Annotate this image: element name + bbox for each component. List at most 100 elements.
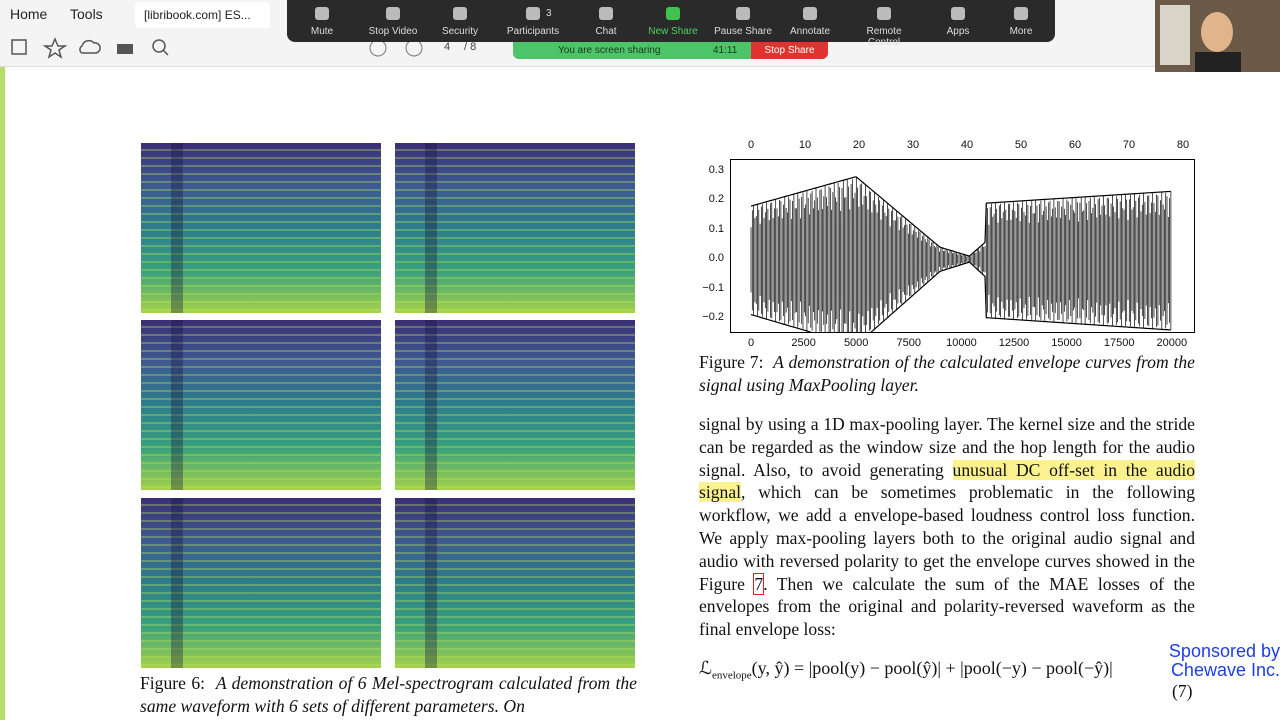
watermark: Sponsored by Chewave Inc. xyxy=(1158,642,1280,680)
toolbar-icons xyxy=(11,37,169,59)
bottom-tick-label: 15000 xyxy=(1051,337,1082,349)
button-icon xyxy=(877,7,891,20)
zoom-button[interactable]: Security xyxy=(427,0,493,42)
participants-count: 3 xyxy=(546,8,552,19)
eq-subscript: envelope xyxy=(711,669,752,682)
bottom-tick-label: 2500 xyxy=(791,337,816,349)
spectrogram xyxy=(395,498,635,668)
text: . Then we calculate the sum of the MAE l… xyxy=(699,573,1195,640)
left-tick-label: 0.0 xyxy=(708,252,724,265)
zoom-button[interactable]: Apps xyxy=(925,0,991,42)
bottom-tick-label: 10000 xyxy=(946,337,977,349)
caption-text: A demonstration of the calculated envelo… xyxy=(699,352,1195,395)
spectrogram xyxy=(141,498,381,668)
button-label: Remote Control xyxy=(866,26,902,48)
left-tick-label: −0.2 xyxy=(702,311,724,323)
tab[interactable]: Tools xyxy=(70,6,103,22)
zoom-button[interactable]: Pause Share xyxy=(710,0,776,42)
tab[interactable]: [libribook.com] ES... xyxy=(144,8,251,22)
body-paragraph: signal by using a 1D max-pooling layer. … xyxy=(699,413,1196,641)
button-label: Participants xyxy=(506,26,560,37)
button-icon xyxy=(386,7,400,20)
spectrogram xyxy=(141,320,381,490)
spectrogram xyxy=(141,143,381,313)
button-icon xyxy=(315,7,329,20)
zoom-button[interactable]: More xyxy=(988,0,1054,42)
waveform-trace xyxy=(750,177,1172,333)
button-icon xyxy=(951,7,965,20)
bottom-tick-label: 12500 xyxy=(998,337,1030,349)
equation: ℒenvelope(y, ŷ) = |pool(y) − pool(ŷ)| + … xyxy=(699,657,1195,687)
top-tick-label: 10 xyxy=(798,139,812,151)
button-label: Mute xyxy=(310,26,334,37)
webcam-video xyxy=(1155,0,1280,72)
caption-label: Figure 7: xyxy=(699,352,764,372)
button-icon xyxy=(599,7,613,20)
bottom-tick-label: 0 xyxy=(747,337,755,349)
button-label: Chat xyxy=(595,26,617,37)
top-tick-label: 20 xyxy=(852,139,866,151)
share-timer: 41:11 xyxy=(713,45,738,56)
bottom-tick-label: 20000 xyxy=(1156,337,1188,349)
button-label: Stop Video xyxy=(368,26,418,37)
watermark-line: Sponsored by xyxy=(1168,641,1280,661)
text: signal by using a 1D max-pooling layer. … xyxy=(699,414,1195,480)
zoom-button[interactable]: Chat xyxy=(573,0,639,42)
page-current[interactable]: 4 xyxy=(444,41,451,53)
zoom-button[interactable]: Annotate xyxy=(777,0,843,42)
top-tick-label: 50 xyxy=(1014,139,1028,151)
zoom-toolbar: Mute Stop Video Security Participants Chat Ne… xyxy=(287,0,1055,48)
sharing-bar: You are screen sharing 41:11 xyxy=(513,42,751,59)
left-tick-label: 0.1 xyxy=(708,222,724,235)
button-label: New Share xyxy=(648,26,698,37)
zoom-button[interactable]: New Share xyxy=(640,0,706,42)
figure6-caption: Figure 6: A demonstration of 6 Mel-spect… xyxy=(140,672,637,718)
left-tick-label: 0.3 xyxy=(708,164,724,176)
top-tick-label: 0 xyxy=(747,139,755,151)
button-icon xyxy=(526,7,540,20)
left-tick-label: −0.1 xyxy=(702,281,724,294)
button-label: Annotate xyxy=(789,26,831,37)
waveform-trace xyxy=(750,261,1171,333)
bottom-tick-label: 7500 xyxy=(896,337,922,349)
caption-text: A demonstration of 6 Mel-spectrogram cal… xyxy=(140,673,637,716)
bottom-tick-label: 17500 xyxy=(1103,337,1135,349)
stop-share-button[interactable]: Stop Share xyxy=(751,42,828,59)
button-icon xyxy=(1014,7,1028,20)
zoom-button[interactable]: Stop Video xyxy=(360,0,426,42)
spectrogram xyxy=(395,143,635,313)
button-icon xyxy=(803,7,817,20)
zoom-button[interactable]: Mute xyxy=(289,0,355,42)
zoom-button[interactable]: Remote Control xyxy=(851,0,917,48)
button-label: Pause Share xyxy=(714,26,772,37)
sharing-status: You are screen sharing xyxy=(558,45,661,56)
waveform-trace xyxy=(750,176,1171,257)
spectrogram xyxy=(395,320,635,490)
tab[interactable]: Home xyxy=(10,6,48,22)
figure7-caption: Figure 7: A demonstration of the calcula… xyxy=(699,351,1195,397)
equation-number: (7) xyxy=(1172,681,1193,701)
eq-body: (y, ŷ) = |pool(y) − pool(ŷ)| + |pool(−y)… xyxy=(751,658,1113,678)
bottom-tick-label: 5000 xyxy=(843,337,869,349)
top-tick-label: 70 xyxy=(1122,139,1136,151)
figure-ref[interactable]: 7 xyxy=(753,572,765,595)
button-icon xyxy=(736,7,750,20)
button-icon xyxy=(666,7,680,20)
zoom-button[interactable]: Participants xyxy=(500,0,566,42)
button-label: More xyxy=(1009,26,1033,37)
top-tick-label: 30 xyxy=(906,139,920,151)
button-label: Security xyxy=(441,26,479,37)
page-total: / 8 xyxy=(464,41,477,53)
left-tick-label: 0.2 xyxy=(708,193,724,206)
watermark-line: Chewave Inc. xyxy=(1170,660,1280,680)
caption-label: Figure 6: xyxy=(140,673,206,693)
button-label: Apps xyxy=(946,26,970,37)
tab-bg xyxy=(135,2,270,28)
top-tick-label: 60 xyxy=(1068,139,1082,151)
window-edge xyxy=(0,0,5,720)
waveform-plot xyxy=(730,159,1195,333)
eq-symbol: ℒ xyxy=(699,658,712,678)
top-tick-label: 80 xyxy=(1176,139,1190,151)
text: , which can be sometimes problematic in … xyxy=(699,482,1195,594)
